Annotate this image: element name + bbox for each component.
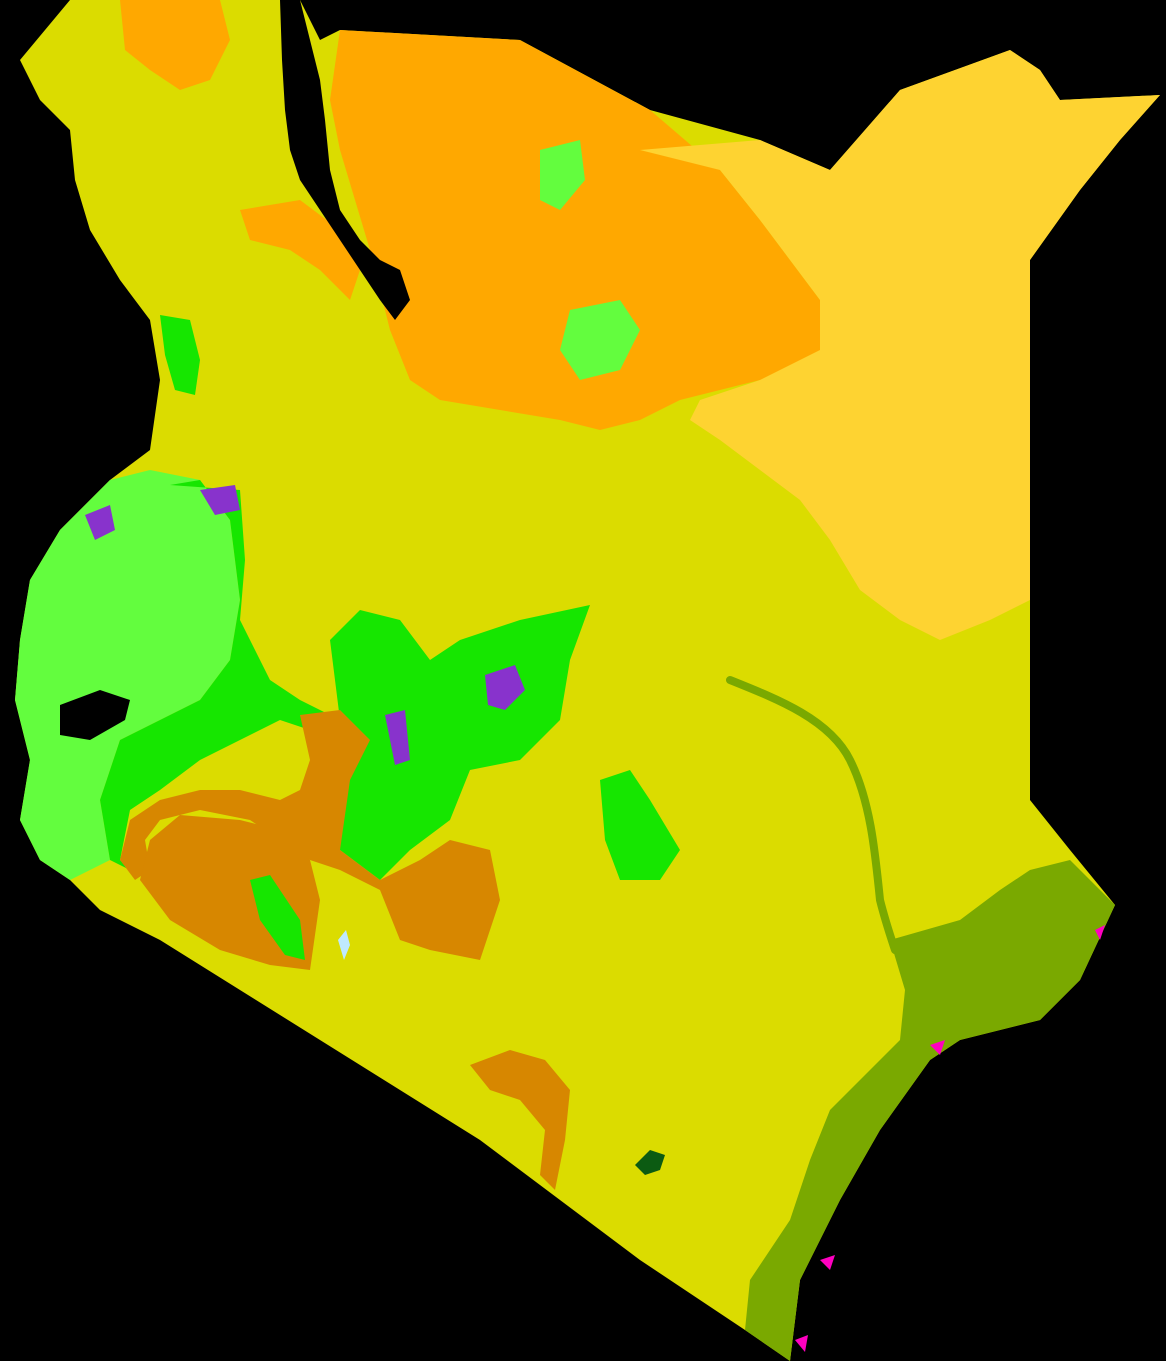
region-forest-dark-speck [635, 1150, 665, 1175]
region-mangrove-coast-1 [1095, 925, 1105, 940]
region-highland-green-central [100, 480, 590, 880]
region-mangrove-coast-3 [820, 1255, 835, 1270]
region-steppe-cold-rift [120, 710, 500, 960]
region-mangrove-coast-2 [930, 1040, 945, 1055]
region-highland-green-north-1 [160, 315, 200, 395]
region-mangrove-coast-4 [795, 1335, 808, 1352]
region-highland-violet-elgon [85, 505, 115, 540]
region-highland-green-north-2 [540, 140, 585, 210]
region-highland-violet-aberdare [385, 710, 410, 765]
region-desert-hot-northwest [120, 0, 230, 90]
region-tana-river [726, 676, 899, 954]
region-highland-light-green-west [15, 470, 240, 880]
region-lake-turkana [280, 0, 410, 320]
region-glacier-speck [338, 930, 350, 960]
region-highland-violet-mtkenya [485, 665, 525, 710]
region-desert-hot-north [330, 30, 830, 430]
region-highland-violet-cherangani [200, 485, 240, 515]
region-desert-pale-northeast [640, 50, 1160, 640]
region-savanna-coast [745, 860, 1115, 1361]
region-lake-victoria [60, 690, 130, 740]
region-highland-green-south-1 [250, 875, 305, 960]
region-highland-green-north-3 [560, 300, 640, 380]
region-steppe-cold-kilimanjaro [470, 1050, 570, 1190]
region-highland-green-south-2 [600, 770, 680, 880]
